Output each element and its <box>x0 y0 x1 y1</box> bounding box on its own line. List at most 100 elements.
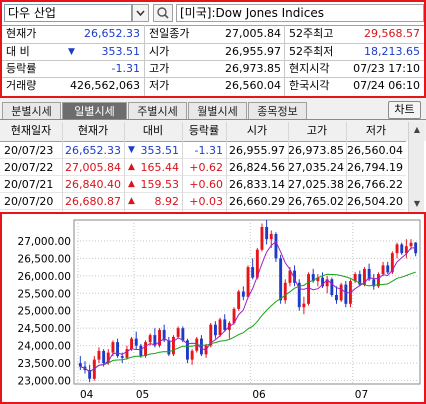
stock-name-field[interactable]: 다우 산업 <box>4 4 132 22</box>
stock-dropdown-button[interactable] <box>132 4 149 22</box>
candle-up <box>390 253 394 273</box>
candle-up <box>237 291 241 309</box>
korea-time-label: 한국시각 <box>289 79 330 92</box>
chart-button[interactable]: 차트 <box>388 101 421 119</box>
candle-up <box>353 274 357 282</box>
x-tick-label: 05 <box>136 389 149 401</box>
candle-up <box>255 249 259 278</box>
tab-stock-info[interactable]: 종목정보 <box>248 102 307 119</box>
candle-up <box>269 234 273 240</box>
open-value: 26,955.97 <box>225 45 281 58</box>
table-row[interactable] <box>0 142 406 159</box>
x-tick-label: 07 <box>355 389 368 401</box>
candle-down <box>335 295 338 301</box>
candle-down <box>297 282 301 308</box>
cell-rate: +0.03 <box>189 195 223 208</box>
candle-up <box>404 246 408 254</box>
candle-down <box>293 270 296 283</box>
candle-down <box>153 335 157 346</box>
y-tick-label: 26,500.00 <box>18 253 71 265</box>
cell-rate: -1.31 <box>194 144 223 157</box>
candle-down <box>279 258 283 301</box>
cell-change: 165.44 <box>140 161 180 174</box>
candle-up <box>106 352 110 364</box>
candle-up <box>260 227 264 250</box>
magnifier-icon <box>157 7 169 19</box>
candle-down <box>358 274 362 285</box>
low-label: 저가 <box>149 79 170 92</box>
change-label: 대 비 <box>6 45 30 58</box>
up-triangle-icon: ▲ <box>128 196 135 206</box>
tab-daily[interactable]: 일별시세 <box>62 102 127 119</box>
tab-minute[interactable]: 분별시세 <box>2 102 61 119</box>
stock-name-text: 다우 산업 <box>8 6 56 20</box>
candle-down <box>372 279 376 287</box>
chevron-down-icon <box>136 10 145 17</box>
table-row[interactable] <box>0 193 406 210</box>
current-price-value: 26,652.33 <box>84 27 140 40</box>
candle-down <box>102 350 106 364</box>
up-triangle-icon: ▲ <box>128 162 135 172</box>
candle-up <box>111 342 115 353</box>
candle-up <box>218 319 222 336</box>
low52-value: 18,213.65 <box>364 45 420 58</box>
cell-open: 26,955.97 <box>229 144 285 157</box>
candle-down <box>214 324 217 336</box>
cell-high: 27,035.24 <box>288 161 344 174</box>
high52-label: 52주최고 <box>289 27 334 40</box>
index-title: [미국]:Dow Jones Indices <box>176 4 424 22</box>
table-scrollbar[interactable]: ▲ ▼ <box>408 122 424 212</box>
tab-monthly[interactable]: 월별시세 <box>188 102 247 119</box>
y-tick-label: 25,000.00 <box>18 306 71 318</box>
candle-down <box>223 319 227 330</box>
cell-date: 20/07/23 <box>4 144 54 157</box>
scroll-down-icon[interactable]: ▼ <box>413 199 421 208</box>
high-label: 고가 <box>149 62 170 75</box>
candle-up <box>339 284 343 301</box>
candle-up <box>209 324 213 346</box>
col-open: 시가 <box>246 124 268 137</box>
chart-panel: 27,000.00 26,500.00 26,000.00 25,500.00 25,0… <box>0 212 426 404</box>
candle-down <box>186 340 189 360</box>
table-row[interactable] <box>0 176 406 193</box>
cell-price: 27,005.84 <box>65 161 121 174</box>
y-tick-label: 26,000.00 <box>18 271 71 283</box>
y-tick-label: 27,000.00 <box>18 236 71 248</box>
current-price-label: 현재가 <box>6 27 37 40</box>
local-time-value: 07/23 17:10 <box>353 62 420 75</box>
plot-frame <box>73 219 421 385</box>
cell-low: 26,504.20 <box>347 195 403 208</box>
candle-down <box>162 329 166 341</box>
candle-up <box>158 329 161 346</box>
candle-up <box>381 265 385 275</box>
volume-label: 거래량 <box>6 79 37 92</box>
candle-up <box>302 303 306 308</box>
open-label: 시가 <box>149 45 170 58</box>
table-row[interactable] <box>0 159 406 176</box>
cell-date: 20/07/22 <box>4 161 54 174</box>
cell-high: 26,973.85 <box>288 144 344 157</box>
cell-rate: +0.60 <box>189 178 223 191</box>
candle-down <box>139 345 143 357</box>
volume-value: 426,562,063 <box>70 79 140 92</box>
korea-time-value: 07/24 06:10 <box>353 79 420 92</box>
col-change: 대비 <box>142 124 164 137</box>
candle-up <box>144 342 147 357</box>
low52-label: 52주최저 <box>289 45 334 58</box>
candle-down <box>241 291 245 297</box>
candle-up <box>288 270 292 283</box>
cell-rate: +0.62 <box>189 161 223 174</box>
y-tick-label: 25,500.00 <box>18 288 71 300</box>
down-triangle-icon: ▼ <box>128 145 135 155</box>
search-button[interactable] <box>153 4 173 22</box>
candle-down <box>265 227 269 240</box>
candle-down <box>200 338 203 355</box>
candle-up <box>377 274 380 287</box>
candle-up <box>125 349 129 358</box>
candlestick-chart[interactable]: 27,000.00 26,500.00 26,000.00 25,500.00 25,0… <box>2 214 424 402</box>
scroll-up-icon[interactable]: ▲ <box>413 125 421 134</box>
x-tick-label: 06 <box>252 389 266 401</box>
y-tick-label: 24,500.00 <box>18 323 71 335</box>
tab-weekly[interactable]: 주별시세 <box>128 102 187 119</box>
candle-down <box>367 268 371 280</box>
